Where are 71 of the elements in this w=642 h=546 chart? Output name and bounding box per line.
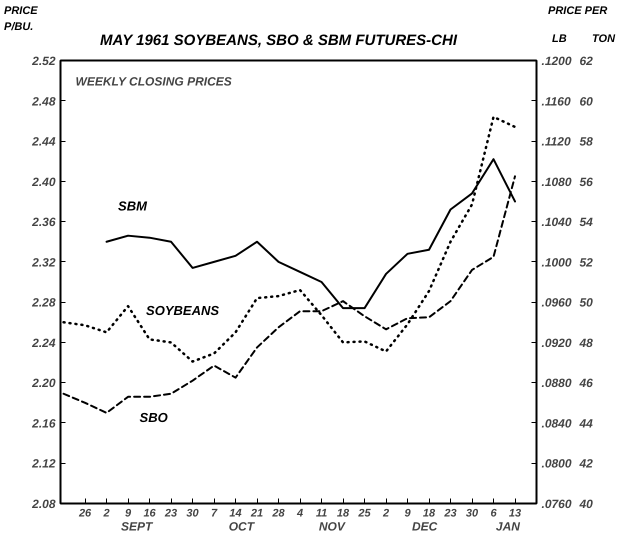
y3-tick-label: 48 xyxy=(578,336,594,350)
series-label: SBM xyxy=(118,198,148,214)
y-tick-label: 2.24 xyxy=(31,336,56,350)
text: WEEKLY CLOSING PRICES xyxy=(76,74,232,88)
x-tick-label: 28 xyxy=(271,508,286,520)
x-tick-label: 26 xyxy=(78,508,92,520)
y2-tick-label: .1160 xyxy=(542,94,571,108)
y3-axis-title: TON xyxy=(592,32,616,47)
y3-tick-label: 42 xyxy=(578,456,594,471)
y3-tick-label: 56 xyxy=(580,174,594,189)
y-tick-label: 2.28 xyxy=(31,296,56,310)
x-tick-label: 4 xyxy=(296,508,304,520)
x-tick-label: 2 xyxy=(382,508,390,520)
y3-tick-label: 54 xyxy=(580,215,594,230)
y2-tick-label: .0760 xyxy=(542,497,572,511)
y3-tick-label: 60 xyxy=(580,94,594,108)
text: DEC xyxy=(412,520,438,534)
y2-tick-label: .0960 xyxy=(542,296,572,310)
x-tick-label: 13 xyxy=(508,508,522,520)
y2-tick-label: .0800 xyxy=(542,456,572,471)
y-tick-label: 2.12 xyxy=(31,456,56,471)
x-tick-label: 9 xyxy=(404,508,412,520)
y-tick-label: 2.40 xyxy=(31,174,56,189)
y2-tick-label: .1120 xyxy=(542,134,571,149)
x-tick-label: 14 xyxy=(229,508,242,520)
x-tick-label: 18 xyxy=(336,508,350,520)
y3-tick-label: 52 xyxy=(580,255,594,270)
y2-tick-label: .1200 xyxy=(542,54,572,68)
chart-title: MAY 1961 SOYBEANS, SBO & SBM FUTURES-CHI xyxy=(100,31,458,51)
y-tick-label: 2.44 xyxy=(31,134,56,149)
y2-tick-label: .1000 xyxy=(542,255,572,270)
y-tick-label: 2.48 xyxy=(31,94,56,108)
x-tick-label: 21 xyxy=(250,508,264,520)
x-tick-label: 11 xyxy=(316,508,328,520)
x-tick-label: 6 xyxy=(490,508,498,520)
text: SEPT xyxy=(120,520,154,534)
y3-tick-label: 44 xyxy=(578,416,594,430)
x-tick-label: 23 xyxy=(443,508,457,520)
y3-tick-label: 40 xyxy=(578,497,594,511)
series-label: SOYBEANS xyxy=(146,303,220,318)
y-tick-label: 2.52 xyxy=(31,54,56,68)
x-tick-label: 18 xyxy=(422,508,436,520)
y3-tick-label: 58 xyxy=(580,134,594,149)
y-axis-title: PRICE P/BU. xyxy=(4,4,39,35)
x-tick-label: 30 xyxy=(186,508,200,520)
x-tick-label: 16 xyxy=(143,508,157,520)
x-tick-label: 2 xyxy=(102,508,110,520)
y3-tick-label: 46 xyxy=(578,376,594,390)
x-tick-label: 25 xyxy=(357,508,372,520)
x-tick-label: 23 xyxy=(164,508,178,520)
y2-axis-title: LB xyxy=(552,32,567,47)
x-tick-label: 9 xyxy=(125,508,132,520)
y-tick-label: 2.20 xyxy=(31,376,56,390)
text: OCT xyxy=(228,520,256,534)
x-tick-label: 7 xyxy=(210,508,218,520)
series-label: SBO xyxy=(140,410,168,425)
y2-tick-label: .1080 xyxy=(542,174,572,189)
y-tick-label: 2.36 xyxy=(31,215,56,230)
x-tick-label: 30 xyxy=(466,508,480,520)
y3-tick-label: 50 xyxy=(580,296,594,310)
text: JAN xyxy=(496,520,520,534)
y-tick-label: 2.08 xyxy=(31,497,56,511)
text: NOV xyxy=(318,520,346,534)
y2-tick-label: .0880 xyxy=(542,376,572,390)
text: PRICE PER xyxy=(548,4,608,19)
y-tick-label: 2.16 xyxy=(31,416,56,430)
y-tick-label: 2.32 xyxy=(31,255,56,270)
y3-tick-label: 62 xyxy=(580,54,594,68)
y2-tick-label: .1040 xyxy=(542,215,572,230)
y2-tick-label: .0840 xyxy=(542,416,572,430)
y2-tick-label: .0920 xyxy=(542,336,572,350)
